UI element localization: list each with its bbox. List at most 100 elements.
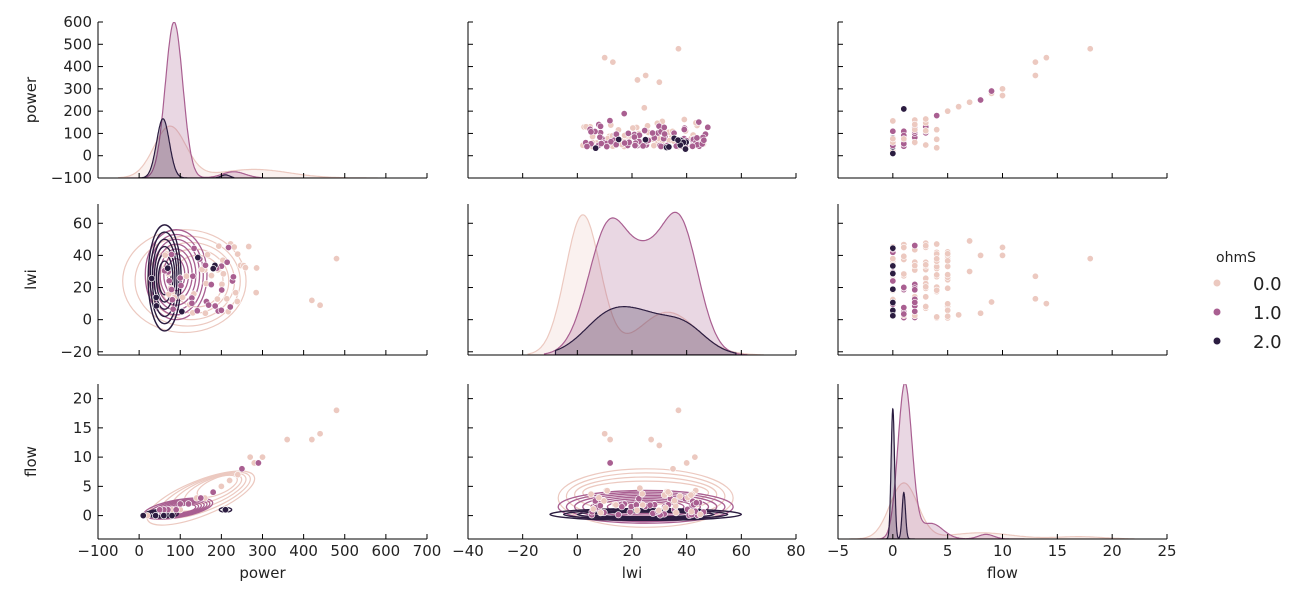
scatter-point-lwi-vs-power <box>241 264 249 272</box>
scatter-point-lwi-vs-flow <box>889 244 897 252</box>
contour-0_0 <box>196 474 238 498</box>
y-tick-label: 500 <box>63 35 92 53</box>
scatter-point-power-vs-lwi <box>609 58 617 66</box>
scatter-point-lwi-vs-flow <box>889 285 897 293</box>
scatter-point-lwi-vs-power <box>215 242 223 250</box>
scatter-point-flow-vs-power <box>283 436 291 444</box>
scatter-point-power-vs-flow <box>1031 58 1039 66</box>
y-tick-label: 100 <box>63 124 92 142</box>
panel-flow-flow: −5 0 5 10 15 20 25 <box>827 384 1177 560</box>
legend-title: ohmS <box>1216 250 1256 266</box>
scatter-point-power-vs-flow <box>1086 45 1094 53</box>
scatter-point-lwi-vs-power <box>219 270 227 278</box>
scatter-point-lwi-vs-flow <box>889 255 897 263</box>
x-tick-label: 10 <box>993 542 1012 560</box>
plot-area <box>527 211 764 355</box>
scatter-point-flow-vs-lwi <box>691 453 699 461</box>
y-tick-label: 20 <box>73 390 92 408</box>
scatter-point-power-vs-lwi <box>689 142 697 150</box>
scatter-point-lwi-vs-flow <box>911 298 919 306</box>
scatter-point-flow-vs-lwi <box>670 497 678 505</box>
y-axis-label-lwi: lwi <box>22 269 40 290</box>
scatter-point-lwi-vs-power <box>176 274 184 282</box>
y-tick-label: −100 <box>51 169 92 187</box>
scatter-point-lwi-vs-flow <box>922 242 930 250</box>
scatter-point-lwi-vs-flow <box>922 293 930 301</box>
scatter-point-power-vs-lwi <box>597 140 605 148</box>
x-tick-label: 0 <box>134 542 144 560</box>
scatter-point-lwi-vs-flow <box>900 243 908 251</box>
legend: ohmS 0.0 1.0 2.0 <box>1213 250 1282 353</box>
scatter-point-lwi-vs-flow <box>911 286 919 294</box>
x-tick-label: −100 <box>77 542 118 560</box>
scatter-point-lwi-vs-flow <box>998 243 1006 251</box>
scatter-point-lwi-vs-flow <box>944 250 952 258</box>
contour-2_0 <box>576 510 715 519</box>
scatter-point-lwi-vs-flow <box>944 306 952 314</box>
scatter-point-lwi-vs-flow <box>922 283 930 291</box>
scatter-point-power-vs-flow <box>889 135 897 143</box>
scatter-point-lwi-vs-power <box>193 307 201 315</box>
scatter-point-flow-vs-lwi <box>614 511 622 519</box>
scatter-point-lwi-vs-power <box>225 243 233 251</box>
panel-lwi-flow <box>837 204 1168 356</box>
legend-label-0: 0.0 <box>1253 274 1282 295</box>
scatter-point-lwi-vs-power <box>148 274 156 282</box>
x-tick-label: 700 <box>413 542 442 560</box>
x-tick-label: 25 <box>1157 542 1176 560</box>
scatter-point-power-vs-flow <box>933 135 941 143</box>
plot-area <box>848 384 1135 539</box>
scatter-point-lwi-vs-power <box>152 293 160 301</box>
scatter-point-lwi-vs-flow <box>933 240 941 248</box>
scatter-point-flow-vs-lwi <box>662 504 670 512</box>
scatter-point-power-vs-flow <box>933 144 941 152</box>
scatter-point-flow-vs-power <box>184 500 192 508</box>
scatter-point-flow-vs-power <box>197 494 205 502</box>
scatter-point-flow-vs-power <box>226 477 234 485</box>
scatter-point-lwi-vs-flow <box>911 262 919 270</box>
panel-flow-power: −100 0 100 200 300 400 500 600 700 0 5 10 15 20 <box>73 384 441 560</box>
scatter-point-flow-vs-lwi <box>618 503 626 511</box>
scatter-point-lwi-vs-power <box>169 305 177 313</box>
scatter-point-lwi-vs-flow <box>1031 272 1039 280</box>
scatter-point-lwi-vs-flow <box>933 271 941 279</box>
scatter-point-flow-vs-lwi <box>683 459 691 467</box>
scatter-point-lwi-vs-flow <box>944 271 952 279</box>
scatter-point-lwi-vs-power <box>179 293 187 301</box>
scatter-point-flow-vs-lwi <box>646 501 654 509</box>
scatter-point-lwi-vs-flow <box>900 270 908 278</box>
x-tick-label: 60 <box>732 542 751 560</box>
y-tick-label: 15 <box>73 419 92 437</box>
scatter-point-lwi-vs-power <box>226 303 234 311</box>
scatter-point-lwi-vs-power <box>152 302 160 310</box>
scatter-point-power-vs-flow <box>911 138 919 146</box>
scatter-point-power-vs-lwi <box>583 142 591 150</box>
x-tick-label: 0 <box>888 542 898 560</box>
scatter-point-flow-vs-lwi <box>589 505 597 513</box>
scatter-point-flow-vs-power <box>152 512 160 520</box>
y-tick-label: 5 <box>82 477 92 495</box>
scatter-point-flow-vs-power <box>234 471 242 479</box>
scatter-point-power-vs-flow <box>1042 54 1050 62</box>
scatter-point-lwi-vs-power <box>161 251 169 259</box>
x-tick-label: 5 <box>943 542 953 560</box>
scatter-point-lwi-vs-flow <box>966 267 974 275</box>
contour-0_0 <box>134 235 241 327</box>
scatter-point-power-vs-lwi <box>601 54 609 62</box>
x-tick-label: 20 <box>1103 542 1122 560</box>
scatter-point-lwi-vs-power <box>207 272 215 280</box>
scatter-point-lwi-vs-power <box>207 281 215 289</box>
scatter-point-lwi-vs-flow <box>1042 300 1050 308</box>
contour-1_0 <box>565 491 726 523</box>
contour-1_0 <box>606 499 685 515</box>
scatter-point-flow-vs-power <box>176 500 184 508</box>
scatter-point-power-vs-lwi <box>607 138 615 146</box>
y-tick-label: 0 <box>82 311 92 329</box>
scatter-point-flow-vs-lwi <box>587 490 595 498</box>
x-tick-label: 20 <box>622 542 641 560</box>
scatter-point-flow-vs-lwi <box>612 501 620 509</box>
plot-area <box>549 406 743 528</box>
scatter-point-power-vs-lwi <box>655 78 663 86</box>
scatter-point-flow-vs-lwi <box>633 506 641 514</box>
scatter-point-lwi-vs-power <box>194 254 202 262</box>
